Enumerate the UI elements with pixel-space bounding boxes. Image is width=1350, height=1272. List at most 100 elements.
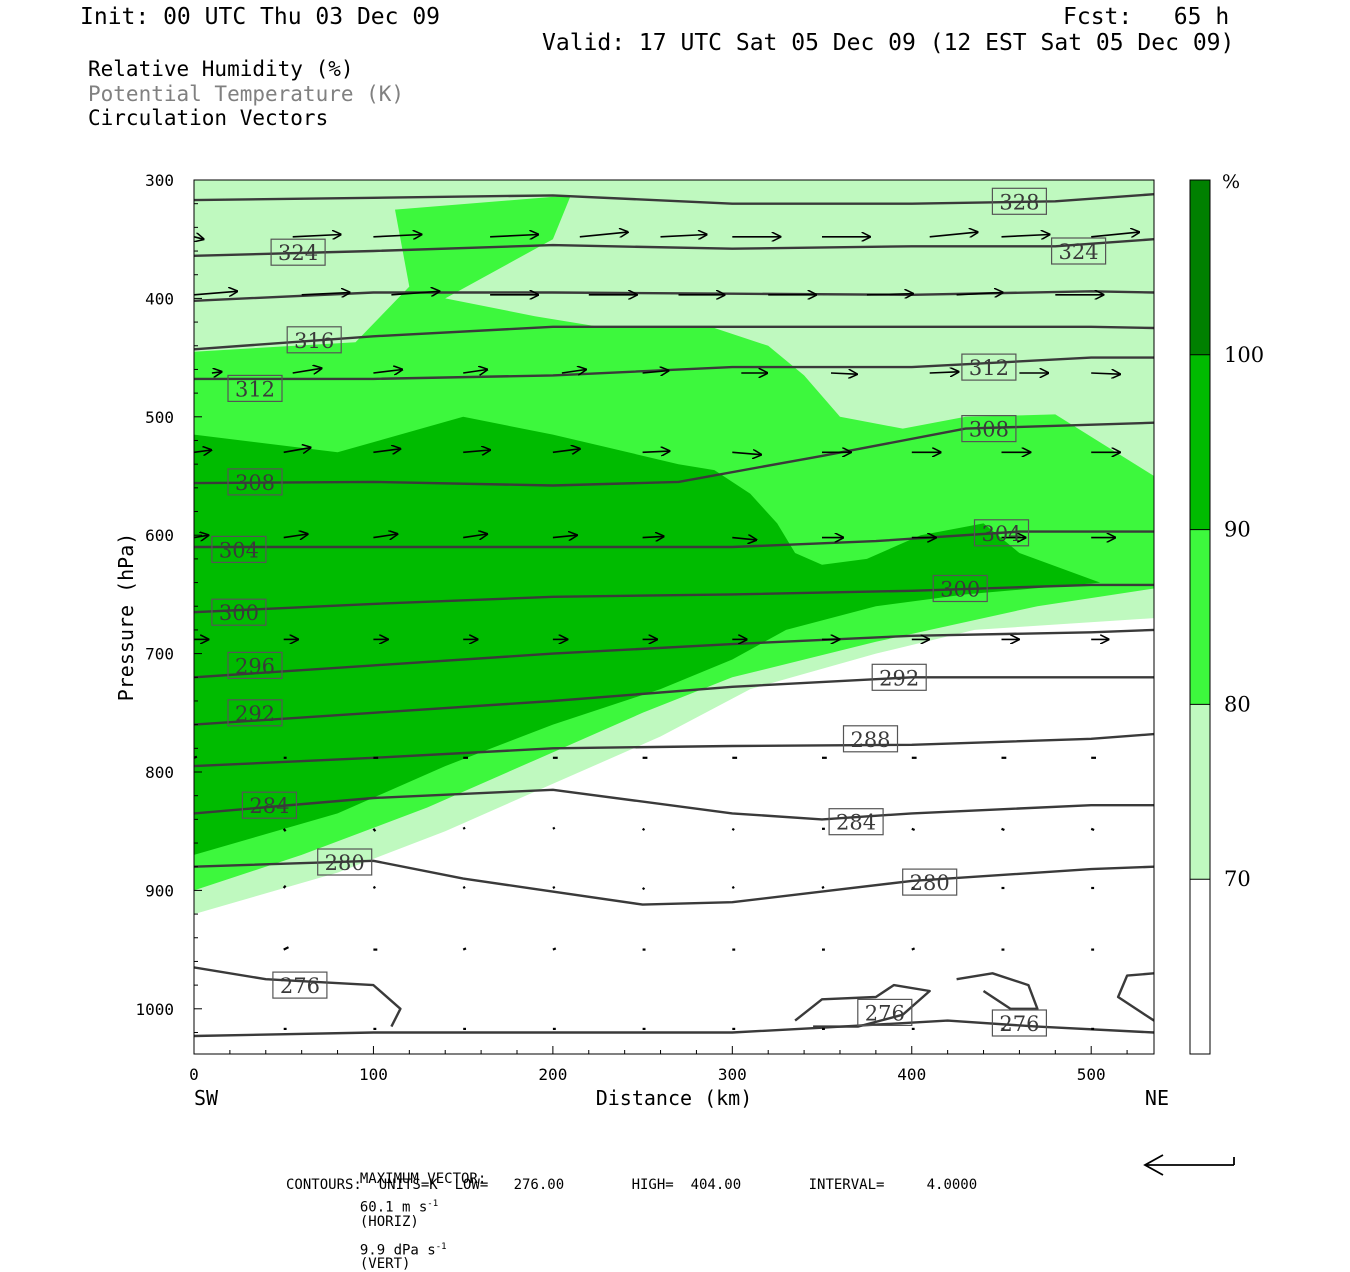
y-tick-label: 900 (145, 881, 174, 900)
contour-label-text: 324 (1059, 240, 1099, 264)
contour-label: 300 (932, 574, 988, 603)
legend-circulation-vectors: Circulation Vectors (88, 106, 329, 130)
isentrope-276-segment (1116, 972, 1154, 1022)
circulation-vector (642, 536, 664, 537)
circulation-vector (391, 291, 439, 295)
circulation-vector (463, 450, 490, 452)
contour-label-text: 308 (235, 471, 275, 495)
circulation-vector (552, 535, 577, 537)
rh-region-90 (194, 416, 1101, 855)
contour-label-text: 300 (219, 601, 259, 625)
y-tick-label: 300 (145, 171, 174, 190)
contour-label: 308 (961, 415, 1017, 443)
forecast-hour: Fcst: 65 h (1063, 4, 1230, 30)
circulation-vector (301, 293, 350, 295)
colorbar-level-label: 80 (1224, 692, 1251, 716)
contour-label-text: 280 (910, 871, 950, 895)
contour-label: 324 (1050, 237, 1107, 265)
isentrope-276-segment (956, 972, 1039, 1010)
footer-vert-exp: -1 (435, 1241, 447, 1252)
plot-frame (193, 179, 1155, 1055)
contour-label: 276 (991, 1009, 1048, 1037)
circulation-vector (283, 448, 311, 453)
y-tick-label: 500 (145, 408, 174, 427)
colorbar-level-label: 100 (1224, 343, 1264, 367)
end-label-ne: NE (1145, 1086, 1169, 1110)
colorbar-segment (1190, 180, 1210, 355)
isentrope-324 (194, 238, 1154, 257)
circulation-vector (552, 947, 557, 951)
circulation-vector (642, 371, 669, 373)
circulation-vector (1091, 232, 1139, 237)
isentrope-276-segment (794, 983, 931, 1028)
isentrope-328 (194, 193, 1154, 205)
contour-label: 304 (973, 519, 1030, 547)
circulation-vector (660, 235, 707, 237)
footer-horiz-tag: (HORIZ) (359, 1213, 419, 1230)
y-tick-label: 600 (145, 526, 174, 545)
circulation-vector (194, 535, 208, 537)
circulation-vector (372, 885, 376, 889)
contour-label: 284 (241, 791, 297, 819)
contour-label-text: 292 (879, 666, 919, 690)
legend-potential-temperature: Potential Temperature (K) (88, 82, 405, 106)
circulation-vector (463, 370, 487, 374)
circulation-vector (462, 826, 466, 830)
contour-label: 292 (227, 699, 283, 727)
legend-relative-humidity: Relative Humidity (%) (88, 57, 354, 81)
contour-label: 280 (317, 848, 373, 876)
contour-label-text: 312 (235, 377, 275, 401)
y-tick-label: 700 (145, 645, 174, 664)
circulation-vector (956, 293, 1003, 295)
circulation-vector (373, 534, 397, 538)
colorbar-level-label: 70 (1224, 867, 1251, 891)
colorbar-segment (1190, 529, 1210, 705)
isentrope-308 (194, 421, 1154, 487)
circulation-vector (561, 370, 586, 374)
circulation-vector (1090, 827, 1095, 832)
footer-vert-tag: (VERT) (359, 1256, 411, 1272)
contour-label: 288 (842, 725, 899, 753)
y-tick-label: 800 (145, 763, 174, 782)
isentrope-312 (194, 356, 1154, 381)
circulation-vector (211, 372, 222, 373)
isentrope-300 (194, 583, 1154, 614)
isentrope-320 (194, 290, 1154, 302)
circulation-vector (292, 235, 341, 237)
circulation-vector (373, 449, 400, 453)
footer-contours: CONTOURS: UNITS=K LOW= 276.00 HIGH= 404.… (286, 1177, 978, 1193)
y-tick-label: 1000 (135, 1000, 174, 1019)
circulation-vector (283, 946, 289, 951)
circulation-vector (642, 451, 670, 452)
y-axis-title: Pressure (hPa) (114, 533, 138, 702)
contour-label-text: 316 (294, 329, 334, 353)
circulation-vector (642, 887, 646, 891)
circulation-vector (732, 452, 761, 454)
circulation-vector (642, 827, 646, 831)
circulation-vector (462, 885, 466, 889)
circulation-vector (462, 947, 467, 951)
circulation-vector (732, 538, 756, 540)
circulation-vector (1001, 235, 1050, 237)
colorbar-frame (1189, 179, 1211, 1055)
circulation-vector (292, 368, 322, 373)
contour-label-text: 276 (999, 1012, 1039, 1036)
isentrope-284 (194, 788, 1154, 821)
contour-label-text: 300 (940, 578, 980, 602)
isentrope-316 (194, 325, 1154, 351)
contour-label-text: 304 (219, 538, 259, 562)
contour-label: 324 (270, 238, 326, 266)
x-tick-label: 100 (359, 1065, 388, 1084)
circulation-vector (911, 947, 916, 951)
contour-label-text: 276 (280, 974, 320, 998)
colorbar-unit-label: % (1222, 171, 1240, 193)
circulation-vector (194, 237, 204, 239)
circulation-vector (490, 235, 538, 237)
circulation-vector (1001, 827, 1005, 832)
isentrope-276-segment (194, 966, 402, 1028)
contour-label: 296 (227, 651, 283, 680)
contour-label: 284 (828, 808, 884, 836)
contour-label: 276 (272, 971, 328, 999)
footer-horiz-exp: -1 (427, 1199, 439, 1209)
init-time: Init: 00 UTC Thu 03 Dec 09 (80, 4, 441, 30)
